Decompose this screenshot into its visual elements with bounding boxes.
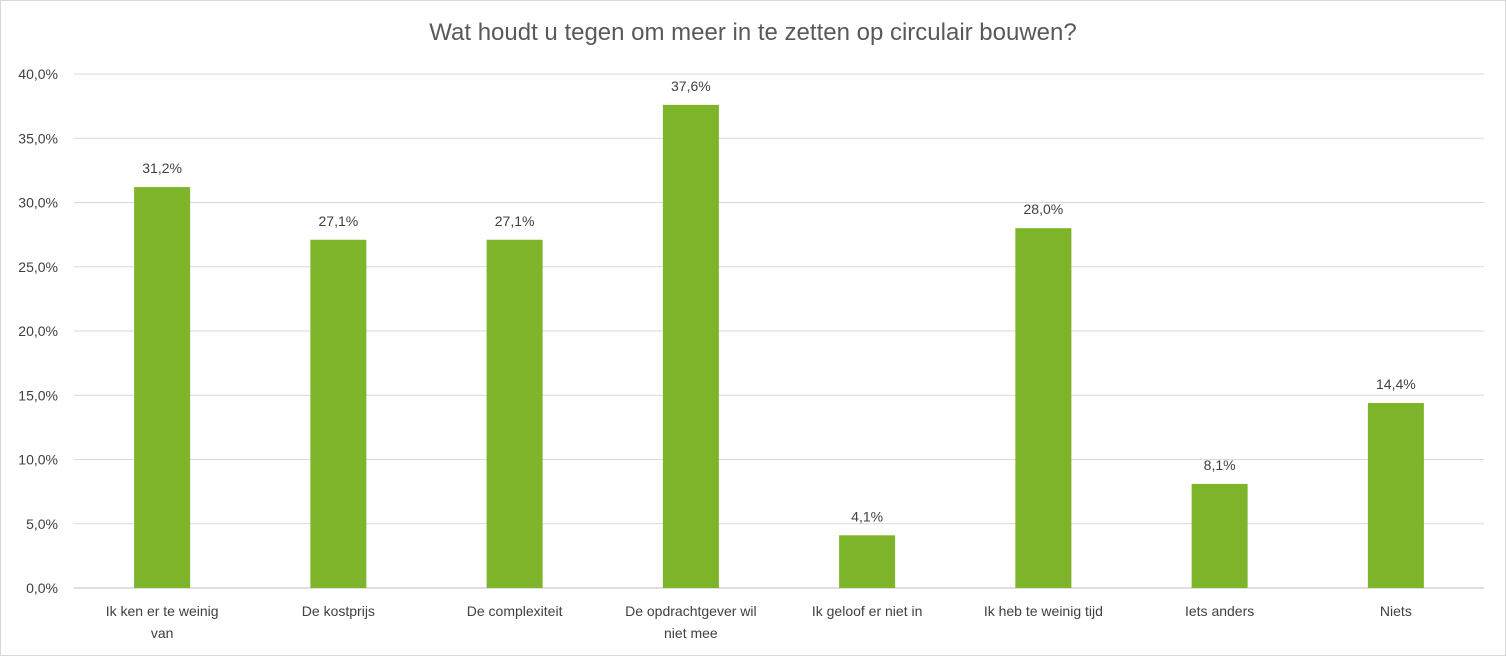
bar <box>839 535 896 588</box>
y-tick-label: 40,0% <box>18 66 58 82</box>
y-tick-label: 35,0% <box>18 130 58 146</box>
bars <box>134 104 1424 588</box>
bar <box>662 104 719 588</box>
y-tick-label: 25,0% <box>18 259 58 275</box>
category-label: De opdrachtgever wil niet mee <box>625 603 757 641</box>
data-labels: 31,2% 27,1% 27,1% 37,6% 4,1% 28,0% 8,1% 14,4% <box>142 78 1415 524</box>
bar <box>1015 228 1072 588</box>
category-label: De kostprijs <box>302 603 375 619</box>
category-labels: Ik ken er te weinig van De kostprijs De com… <box>106 603 1412 641</box>
bar <box>1367 402 1424 588</box>
category-label: Iets anders <box>1185 603 1254 619</box>
gridlines <box>74 73 1484 589</box>
data-label: 31,2% <box>142 160 182 176</box>
category-label: Ik geloof er niet in <box>812 603 923 619</box>
bar <box>134 187 191 588</box>
data-label: 8,1% <box>1204 457 1236 473</box>
data-label: 28,0% <box>1024 201 1064 217</box>
bar <box>310 239 367 588</box>
category-label: Ik ken er te weinig van <box>106 603 219 641</box>
y-tick-label: 10,0% <box>18 452 58 468</box>
chart-title: Wat houdt u tegen om meer in te zetten o… <box>429 19 1077 46</box>
y-tick-label: 15,0% <box>18 387 58 403</box>
category-label: De complexiteit <box>467 603 563 619</box>
y-tick-label: 5,0% <box>26 516 58 532</box>
y-axis-tick-labels: 0,0% 5,0% 10,0% 15,0% 20,0% 25,0% 30,0% 35,0% 40… <box>18 66 58 596</box>
data-label: 27,1% <box>319 213 359 229</box>
y-tick-label: 30,0% <box>18 195 58 211</box>
data-label: 14,4% <box>1376 376 1416 392</box>
category-label: Niets <box>1380 603 1412 619</box>
y-tick-label: 0,0% <box>26 580 58 596</box>
data-label: 27,1% <box>495 213 535 229</box>
bar <box>1191 483 1248 588</box>
data-label: 37,6% <box>671 78 711 94</box>
category-label: Ik heb te weinig tijd <box>984 603 1103 619</box>
bar <box>486 239 543 588</box>
y-tick-label: 20,0% <box>18 323 58 339</box>
data-label: 4,1% <box>851 508 883 524</box>
